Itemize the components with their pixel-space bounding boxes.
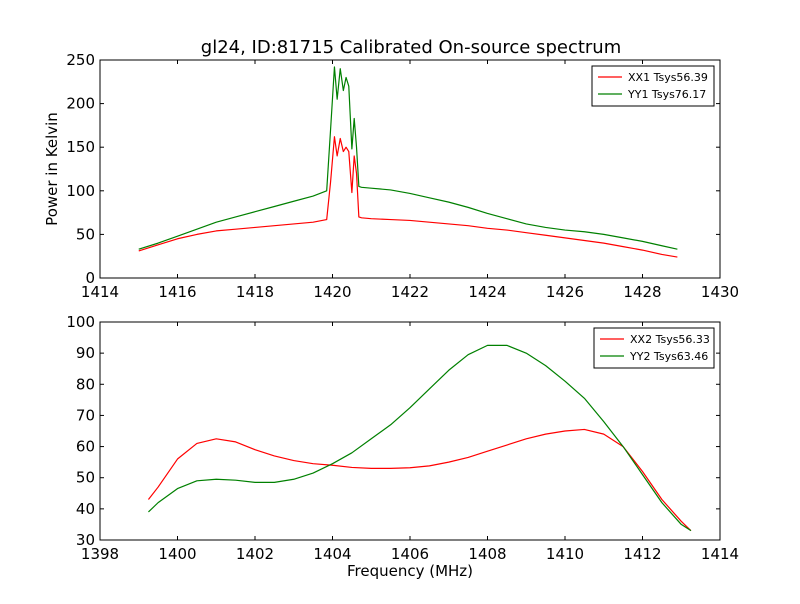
y-axis-label: Power in Kelvin (43, 112, 61, 226)
series-line-xx (138, 136, 678, 258)
series-line-yy (148, 344, 692, 532)
x-tick-label: 1428 (623, 283, 661, 301)
legend-box (593, 327, 715, 369)
legend-box (591, 65, 715, 107)
y-tick-label: 250 (66, 51, 95, 69)
legend: XX2 Tsys56.33 YY2 Tsys63.46 (593, 327, 715, 369)
x-tick-label: 1400 (158, 545, 196, 563)
y-tick-label: 70 (76, 406, 95, 424)
y-tick-label: 40 (76, 500, 95, 518)
x-tick-label: 1426 (546, 283, 584, 301)
x-tick-label: 1420 (313, 283, 351, 301)
series-line-xx (147, 428, 692, 532)
legend-label: YY2 Tsys63.46 (629, 350, 708, 363)
x-tick-label: 1402 (236, 545, 274, 563)
x-tick-label: 1406 (391, 545, 429, 563)
x-tick-label: 1418 (236, 283, 274, 301)
series-line-yy (138, 66, 678, 250)
legend: XX1 Tsys56.39 YY1 Tsys76.17 (591, 65, 715, 107)
y-tick-label: 200 (66, 95, 95, 113)
y-tick-label: 50 (76, 469, 95, 487)
y-tick-label: 100 (66, 313, 95, 331)
x-tick-label: 1416 (158, 283, 196, 301)
plot-bottom: 1398 1400 1402 1404 1406 1408 1410 1412 1414 30 40… (66, 313, 739, 580)
y-tick-label: 90 (76, 344, 95, 362)
x-tick-label: 1430 (701, 283, 739, 301)
legend-label: XX2 Tsys56.33 (630, 333, 710, 346)
x-axis-label: Frequency (MHz) (347, 562, 473, 580)
y-tick-label: 50 (76, 225, 95, 243)
x-tick-label: 1412 (623, 545, 661, 563)
x-tick-label: 1414 (81, 283, 119, 301)
y-tick-label: 150 (66, 138, 95, 156)
x-tick-label: 1424 (468, 283, 506, 301)
plot-top: 1414 1416 1418 1420 1422 1424 1426 1428 1430 0 50 1… (43, 51, 739, 301)
y-tick-label: 100 (66, 182, 95, 200)
y-tick-label: 60 (76, 438, 95, 456)
x-tick-label: 1414 (701, 545, 739, 563)
legend-label: XX1 Tsys56.39 (628, 71, 708, 84)
chart-title: gl24, ID:81715 Calibrated On-source spec… (201, 37, 621, 58)
x-tick-label: 1410 (546, 545, 584, 563)
y-tick-label: 80 (76, 375, 95, 393)
x-tick-label: 1408 (468, 545, 506, 563)
y-tick-label: 0 (85, 269, 95, 287)
x-tick-label: 1422 (391, 283, 429, 301)
y-tick-label: 30 (76, 531, 95, 549)
x-tick-label: 1404 (313, 545, 351, 563)
legend-label: YY1 Tsys76.17 (627, 88, 706, 101)
x-tick-label: 1398 (81, 545, 119, 563)
